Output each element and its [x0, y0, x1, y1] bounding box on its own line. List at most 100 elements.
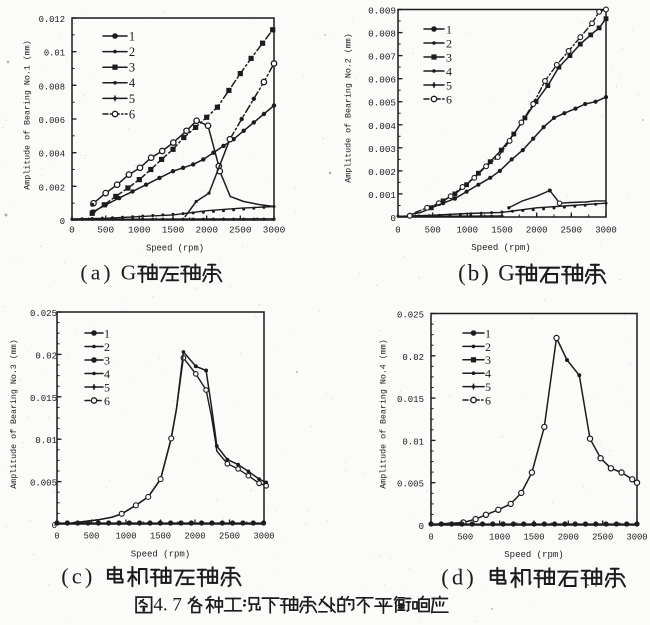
svg-text:0.005: 0.005 [30, 479, 57, 489]
svg-text:0.006: 0.006 [39, 116, 65, 126]
svg-text:6: 6 [129, 107, 135, 121]
svg-text:Amplitude of Bearing No.1 (mm): Amplitude of Bearing No.1 (mm) [23, 40, 33, 189]
svg-text:1: 1 [129, 29, 135, 43]
svg-text:1: 1 [446, 22, 452, 36]
svg-text:0: 0 [419, 522, 424, 532]
svg-text:0.004: 0.004 [368, 121, 396, 132]
svg-text:0.01: 0.01 [35, 436, 57, 446]
svg-text:2500: 2500 [229, 225, 252, 236]
svg-text:Speed (rpm): Speed (rpm) [471, 243, 530, 253]
svg-text:4: 4 [446, 64, 452, 78]
svg-text:0.007: 0.007 [368, 52, 396, 63]
svg-text:0.012: 0.012 [39, 15, 65, 25]
svg-text:1: 1 [485, 326, 491, 340]
svg-text:1500: 1500 [150, 532, 171, 542]
svg-text:3000: 3000 [263, 225, 286, 236]
svg-text:1500: 1500 [523, 533, 544, 543]
svg-text:2000: 2000 [526, 226, 548, 236]
svg-text:3000: 3000 [595, 226, 617, 236]
svg-text:1000: 1000 [128, 225, 151, 236]
svg-text:0.004: 0.004 [39, 150, 65, 160]
svg-text:5: 5 [446, 78, 452, 92]
svg-text:0: 0 [52, 521, 57, 531]
svg-text:0.025: 0.025 [30, 309, 57, 319]
svg-text:1000: 1000 [115, 532, 136, 542]
svg-text:4: 4 [129, 76, 136, 90]
svg-text:500: 500 [457, 533, 473, 543]
svg-text:(: ( [80, 261, 87, 285]
svg-text:3: 3 [104, 353, 110, 367]
svg-text:3000: 3000 [626, 533, 647, 543]
svg-text:4: 4 [485, 367, 491, 381]
svg-text:G: G [121, 261, 137, 285]
svg-text:2: 2 [485, 340, 491, 354]
svg-text:0.008: 0.008 [368, 29, 396, 40]
svg-text:): ) [466, 564, 474, 589]
svg-text:G: G [498, 261, 515, 286]
svg-text:6: 6 [104, 394, 110, 408]
svg-text:Speed (rpm): Speed (rpm) [131, 550, 190, 560]
svg-text:3: 3 [446, 50, 452, 64]
svg-text:1000: 1000 [456, 226, 478, 236]
svg-text:): ) [85, 563, 93, 588]
svg-text:2000: 2000 [195, 225, 218, 236]
svg-text:0: 0 [390, 213, 396, 224]
svg-text:2: 2 [446, 36, 452, 50]
svg-text:0.001: 0.001 [368, 190, 396, 201]
svg-text:3: 3 [485, 353, 491, 367]
svg-text:0.01: 0.01 [44, 49, 65, 59]
svg-text:0: 0 [69, 225, 75, 236]
svg-text:3000: 3000 [253, 532, 274, 542]
svg-text:0.002: 0.002 [368, 167, 396, 178]
svg-text:d: d [452, 564, 464, 589]
svg-text:Amplitude of Bearing No.2 (mm): Amplitude of Bearing No.2 (mm) [344, 33, 354, 182]
svg-text:0.008: 0.008 [39, 82, 65, 92]
svg-text:3: 3 [129, 61, 135, 75]
svg-text:Amplitude of Bearing No.4 (mm): Amplitude of Bearing No.4 (mm) [378, 339, 388, 488]
svg-text:1: 1 [104, 326, 110, 340]
svg-text:0: 0 [395, 226, 400, 236]
svg-text:Speed (rpm): Speed (rpm) [504, 550, 563, 560]
svg-text:0.003: 0.003 [368, 144, 396, 155]
svg-text:2: 2 [129, 45, 135, 59]
svg-text:1500: 1500 [491, 226, 513, 236]
svg-text:0.002: 0.002 [39, 183, 65, 193]
svg-text:500: 500 [97, 225, 114, 236]
svg-text:0.005: 0.005 [397, 480, 424, 490]
svg-text:Amplitude of Bearing No.3 (mm): Amplitude of Bearing No.3 (mm) [9, 339, 19, 488]
svg-text:2: 2 [104, 340, 110, 354]
svg-text:5: 5 [129, 92, 135, 106]
svg-text:2500: 2500 [560, 226, 582, 236]
svg-text:): ) [481, 261, 489, 286]
svg-text:(: ( [61, 563, 69, 588]
svg-text:): ) [103, 261, 110, 285]
svg-text:0.009: 0.009 [368, 6, 396, 17]
svg-text:0.02: 0.02 [402, 353, 424, 363]
svg-text:6: 6 [446, 92, 452, 106]
svg-text:4: 4 [104, 367, 110, 381]
svg-text:0.02: 0.02 [35, 351, 57, 361]
svg-text:2000: 2000 [558, 533, 579, 543]
svg-text:(: ( [458, 261, 466, 286]
svg-text:Speed (rpm): Speed (rpm) [146, 244, 204, 254]
svg-text:5: 5 [104, 380, 110, 394]
svg-text:(: ( [441, 564, 449, 589]
svg-text:0.005: 0.005 [368, 98, 396, 109]
svg-text:b: b [468, 261, 480, 286]
svg-text:500: 500 [425, 226, 441, 236]
svg-text:0: 0 [428, 533, 433, 543]
svg-text:0.015: 0.015 [30, 394, 57, 404]
svg-text:500: 500 [84, 532, 100, 542]
svg-text:0: 0 [54, 532, 59, 542]
svg-text:2500: 2500 [592, 533, 613, 543]
svg-text:1000: 1000 [489, 533, 510, 543]
svg-text:5: 5 [485, 380, 491, 394]
svg-text:0.006: 0.006 [368, 75, 396, 86]
svg-text:0.025: 0.025 [397, 311, 424, 321]
svg-text:2500: 2500 [219, 532, 240, 542]
svg-text:0.015: 0.015 [397, 395, 424, 405]
svg-text:6: 6 [485, 393, 491, 407]
svg-text:2000: 2000 [184, 532, 205, 542]
svg-text:a: a [91, 261, 101, 285]
svg-text:4. 7: 4. 7 [153, 594, 182, 615]
